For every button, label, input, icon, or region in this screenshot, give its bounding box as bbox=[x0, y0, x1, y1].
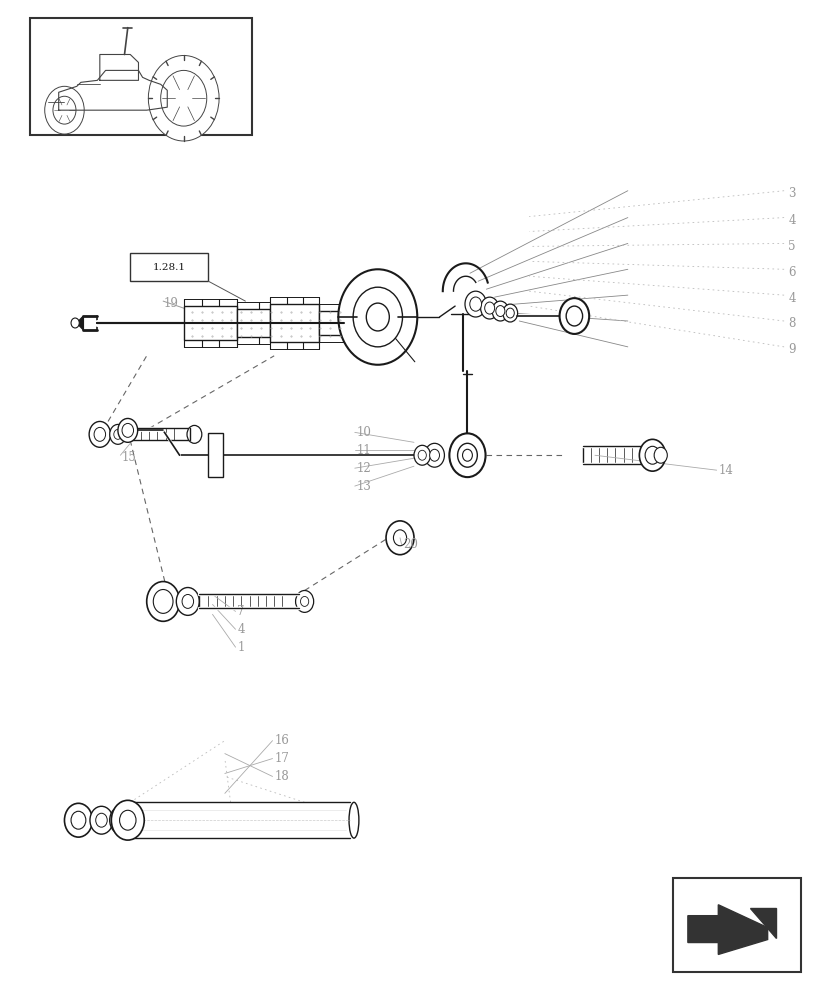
Circle shape bbox=[638, 439, 665, 471]
Bar bbox=[208, 433, 223, 477]
Circle shape bbox=[393, 530, 406, 546]
Text: 5: 5 bbox=[787, 240, 795, 253]
Circle shape bbox=[111, 800, 144, 840]
Circle shape bbox=[90, 806, 112, 834]
Text: 1.28.1: 1.28.1 bbox=[153, 263, 186, 272]
Bar bbox=[184, 306, 237, 340]
Circle shape bbox=[385, 521, 414, 555]
Circle shape bbox=[109, 424, 126, 444]
Circle shape bbox=[94, 427, 106, 441]
Text: 19: 19 bbox=[163, 297, 178, 310]
Circle shape bbox=[109, 806, 132, 834]
Bar bbox=[319, 311, 344, 335]
Circle shape bbox=[429, 449, 439, 461]
Circle shape bbox=[469, 297, 481, 311]
Circle shape bbox=[119, 810, 136, 830]
Circle shape bbox=[644, 446, 659, 464]
Circle shape bbox=[457, 443, 476, 467]
Circle shape bbox=[45, 86, 84, 134]
Circle shape bbox=[352, 287, 402, 347]
Text: 11: 11 bbox=[356, 444, 370, 457]
Circle shape bbox=[96, 813, 108, 827]
Circle shape bbox=[566, 306, 582, 326]
Circle shape bbox=[176, 588, 199, 615]
Text: 4: 4 bbox=[787, 292, 795, 305]
Text: 18: 18 bbox=[274, 770, 289, 783]
Circle shape bbox=[65, 803, 93, 837]
Circle shape bbox=[113, 429, 122, 439]
Circle shape bbox=[300, 596, 308, 606]
Text: 7: 7 bbox=[237, 605, 245, 618]
Circle shape bbox=[122, 423, 133, 437]
Circle shape bbox=[71, 811, 86, 829]
Circle shape bbox=[495, 306, 504, 317]
Bar bbox=[237, 309, 270, 337]
Circle shape bbox=[491, 301, 508, 321]
Text: 8: 8 bbox=[787, 317, 795, 330]
Circle shape bbox=[295, 590, 313, 612]
Circle shape bbox=[117, 418, 137, 442]
Polygon shape bbox=[687, 905, 767, 954]
Circle shape bbox=[424, 443, 444, 467]
Circle shape bbox=[366, 303, 389, 331]
Circle shape bbox=[505, 308, 514, 318]
Circle shape bbox=[146, 582, 179, 621]
Circle shape bbox=[89, 421, 110, 447]
Text: 17: 17 bbox=[274, 752, 289, 765]
Circle shape bbox=[338, 269, 417, 365]
Text: 10: 10 bbox=[356, 426, 370, 439]
Text: 3: 3 bbox=[787, 187, 795, 200]
Circle shape bbox=[484, 302, 494, 314]
Text: 12: 12 bbox=[356, 462, 370, 475]
Text: 1: 1 bbox=[237, 641, 244, 654]
Ellipse shape bbox=[349, 802, 358, 838]
Text: 2: 2 bbox=[122, 432, 129, 445]
Circle shape bbox=[465, 291, 485, 317]
Circle shape bbox=[71, 318, 79, 328]
Circle shape bbox=[115, 813, 127, 827]
Circle shape bbox=[53, 96, 76, 124]
Polygon shape bbox=[77, 316, 84, 330]
Text: 16: 16 bbox=[274, 734, 289, 747]
Circle shape bbox=[559, 298, 589, 334]
Bar bbox=[30, 18, 251, 135]
Circle shape bbox=[182, 594, 194, 608]
Circle shape bbox=[414, 445, 430, 465]
Text: 4: 4 bbox=[787, 214, 795, 227]
Circle shape bbox=[653, 447, 667, 463]
Circle shape bbox=[502, 304, 517, 322]
Circle shape bbox=[187, 425, 202, 443]
Text: 4: 4 bbox=[237, 623, 245, 636]
Text: 15: 15 bbox=[122, 451, 136, 464]
Text: 20: 20 bbox=[403, 538, 418, 551]
Circle shape bbox=[148, 55, 219, 141]
Circle shape bbox=[480, 297, 498, 319]
Text: 9: 9 bbox=[787, 343, 795, 356]
Text: 14: 14 bbox=[718, 464, 732, 477]
Circle shape bbox=[449, 433, 485, 477]
Text: 6: 6 bbox=[787, 266, 795, 279]
Bar bbox=[130, 253, 208, 281]
Bar bbox=[672, 878, 800, 972]
Circle shape bbox=[160, 70, 207, 126]
Circle shape bbox=[153, 589, 173, 613]
Bar bbox=[270, 304, 319, 342]
Circle shape bbox=[462, 449, 472, 461]
Circle shape bbox=[418, 450, 426, 460]
Polygon shape bbox=[748, 908, 775, 938]
Text: 13: 13 bbox=[356, 480, 370, 493]
